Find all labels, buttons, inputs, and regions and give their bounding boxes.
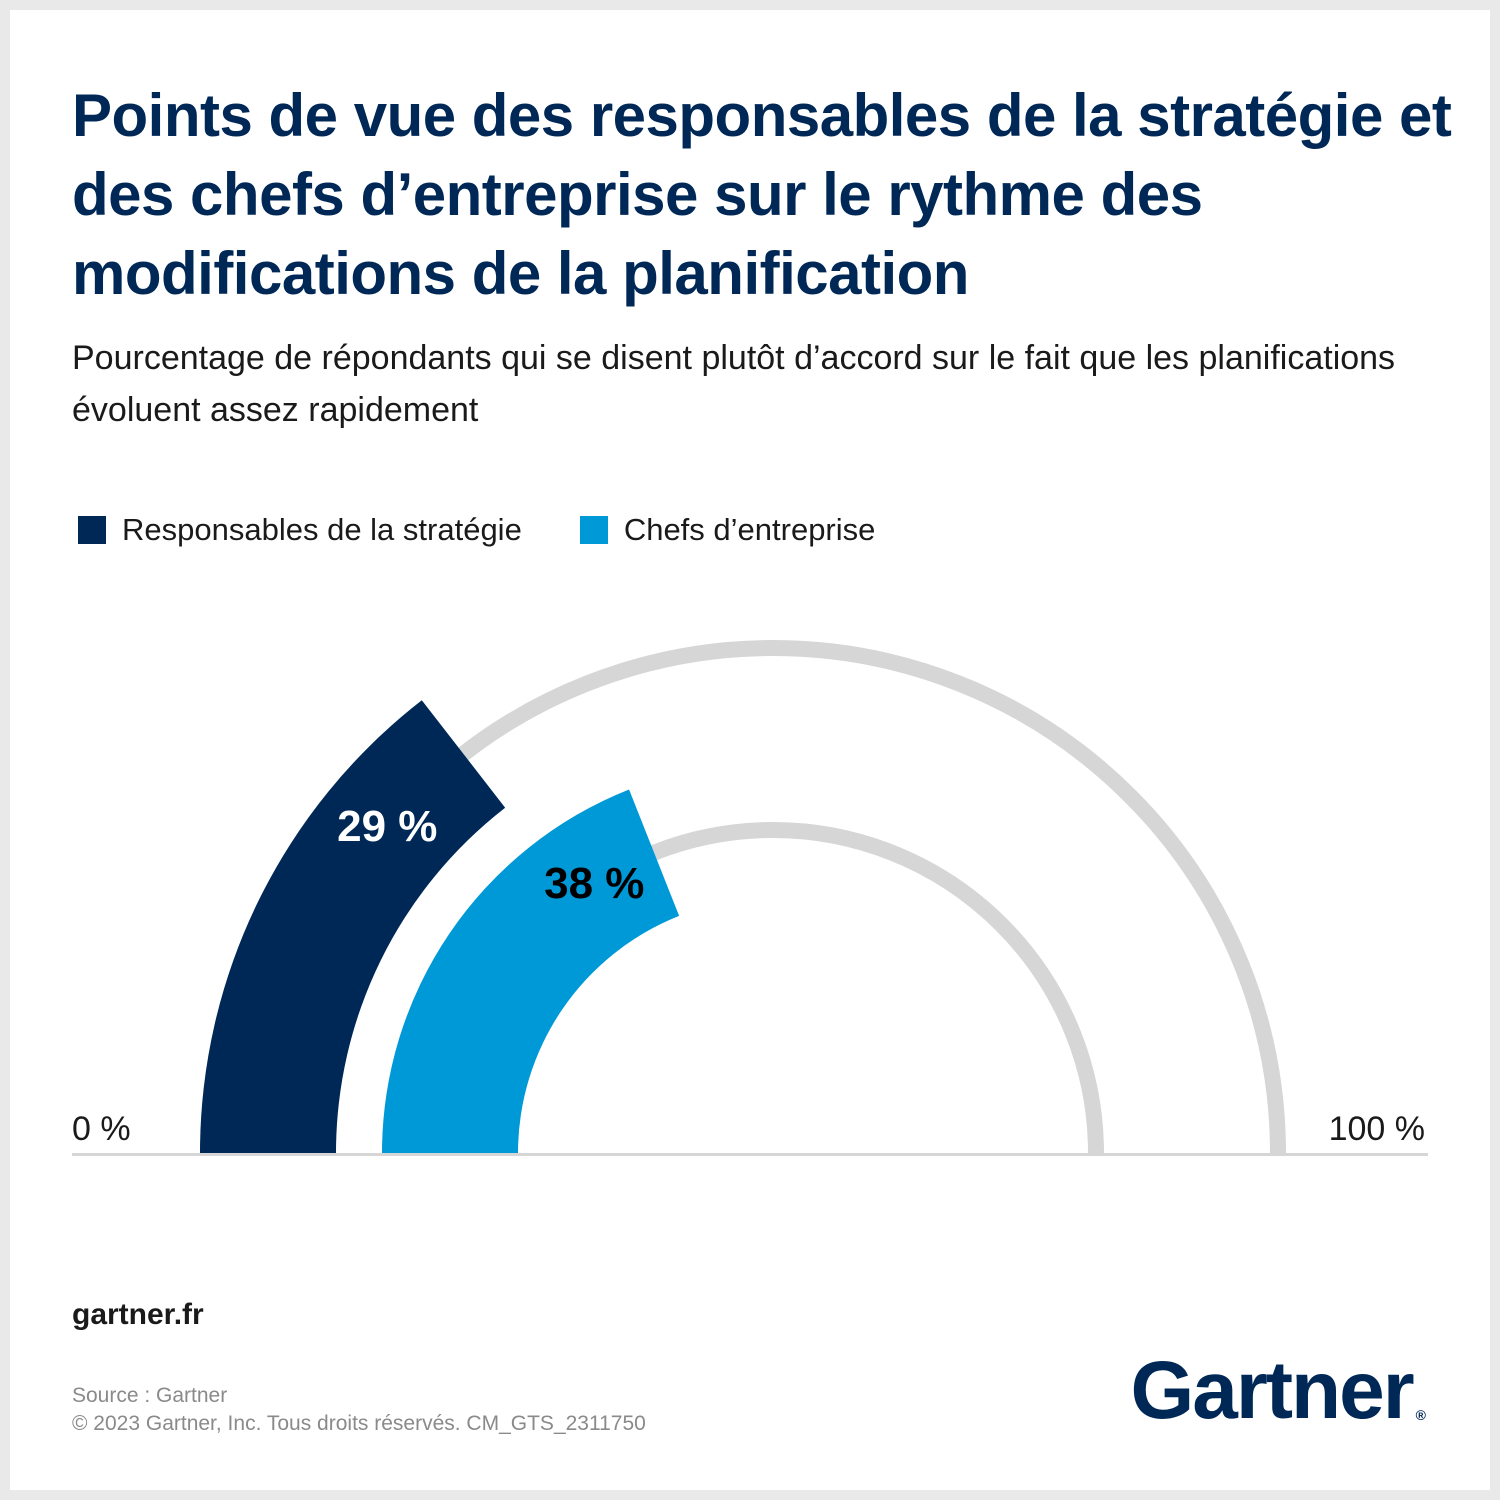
gauge-bar-strategy <box>200 700 506 1153</box>
legend-swatch-business <box>579 516 608 544</box>
legend-label-business: Chefs d’entreprise <box>623 512 876 547</box>
legend-label-strategy: Responsables de la stratégie <box>122 512 522 547</box>
gauge-max-label: 100 % <box>1329 1110 1425 1148</box>
infographic-card: Points de vue des responsables de la str… <box>10 10 1490 1490</box>
legend-swatch-strategy <box>78 516 106 544</box>
registered-mark: ® <box>1415 1407 1426 1423</box>
gauge-chart: 29 % 38 % 0 % 100 % <box>72 640 1428 1156</box>
gartner-logo: Gartner ® <box>1130 1350 1426 1432</box>
website-link[interactable]: gartner.fr <box>72 1298 204 1331</box>
gauge-value-label-business: 38 % <box>544 859 644 908</box>
chart-legend: Responsables de la stratégie Chefs d’ent… <box>78 512 933 548</box>
gauge-min-label: 0 % <box>72 1110 131 1148</box>
chart-subtitle: Pourcentage de répondants qui se disent … <box>72 339 1396 429</box>
source-note: Source : Gartner © 2023 Gartner, Inc. To… <box>72 1382 646 1438</box>
page-title: Points de vue des responsables de la str… <box>72 82 1452 307</box>
gauge-value-label-strategy: 29 % <box>337 802 437 851</box>
legend-item-business: Chefs d’entreprise <box>579 512 876 548</box>
gauge-bar-business <box>382 789 680 1153</box>
source-text: Source : Gartner <box>72 1384 228 1407</box>
legend-item-strategy: Responsables de la stratégie <box>78 512 522 548</box>
copyright-text: © 2023 Gartner, Inc. Tous droits réservé… <box>72 1412 646 1435</box>
logo-wordmark: Gartner <box>1130 1345 1414 1436</box>
